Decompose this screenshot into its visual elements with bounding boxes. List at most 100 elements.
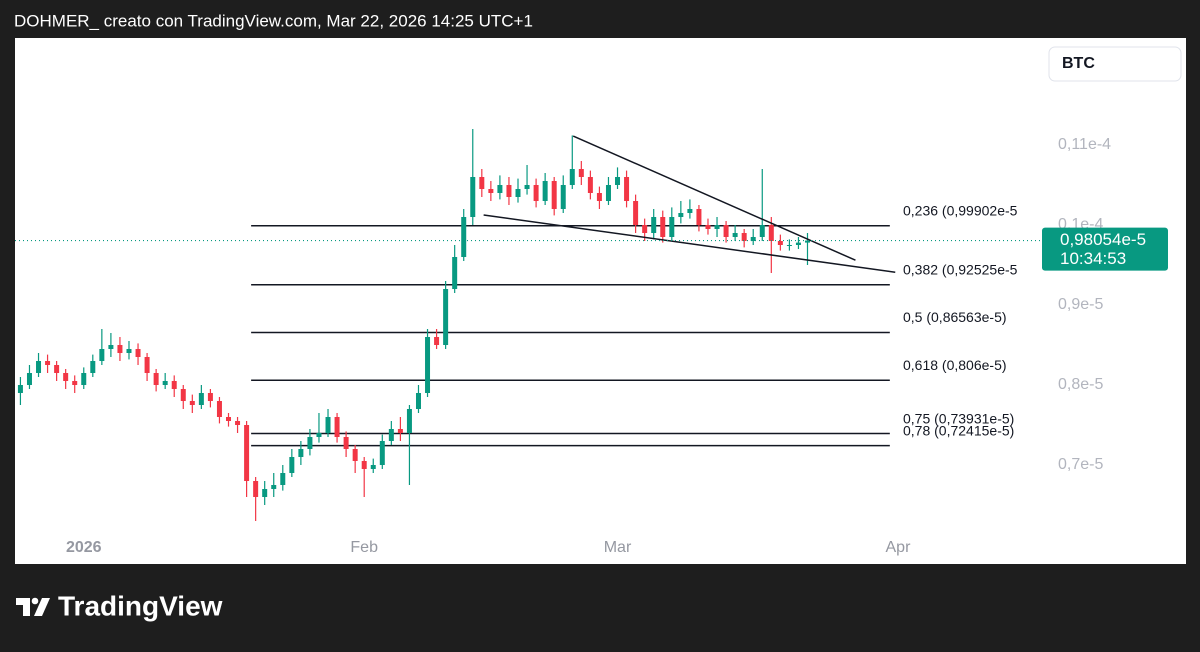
candle-body	[117, 345, 123, 353]
candle-body	[786, 245, 792, 246]
symbol: BTC	[1062, 55, 1095, 72]
candle-body	[542, 181, 548, 201]
price-countdown: 10:34:53	[1060, 249, 1126, 268]
candle-body	[81, 373, 87, 385]
candle-body	[461, 217, 467, 257]
candle-body	[334, 417, 340, 437]
candle-body	[343, 437, 349, 449]
candle-body	[669, 217, 675, 237]
candle-body	[741, 233, 747, 241]
fib-label: 0,236 (0,99902e-5	[903, 202, 1018, 218]
candle-body	[415, 393, 421, 409]
candle-body	[696, 209, 702, 225]
candle-body	[777, 241, 783, 245]
fib-label: 0,5 (0,86563e-5)	[903, 309, 1007, 325]
candle-body	[470, 177, 476, 217]
candle-body	[253, 481, 259, 497]
candle-body	[624, 177, 630, 201]
candle-body	[379, 441, 385, 465]
chart-panel	[15, 38, 1186, 564]
y-tick-label: 0,9e-5	[1058, 296, 1103, 313]
y-tick-label: 0,11e-4	[1058, 136, 1111, 153]
candle-body	[732, 233, 738, 237]
candle-body	[271, 485, 277, 489]
fib-label: 0,382 (0,92525e-5	[903, 262, 1018, 278]
candle-body	[714, 225, 720, 229]
candle-body	[515, 189, 521, 197]
candle-body	[578, 169, 584, 177]
candle-body	[171, 381, 177, 389]
brand: TradingView	[58, 590, 223, 621]
x-tick-label: Feb	[350, 539, 378, 556]
logo-mark	[16, 598, 30, 616]
candle-body	[144, 357, 150, 373]
candle-body	[235, 421, 241, 425]
candle-body	[759, 225, 765, 237]
candle-body	[153, 373, 159, 385]
candle-body	[434, 337, 440, 345]
candle-body	[723, 225, 729, 237]
candle-body	[26, 373, 32, 385]
candle-body	[108, 345, 114, 349]
candle-body	[651, 217, 657, 233]
candle-body	[397, 429, 403, 433]
candle-body	[497, 185, 503, 193]
candle-body	[533, 185, 539, 201]
candle-body	[325, 417, 331, 433]
candle-body	[687, 209, 693, 213]
candle-body	[452, 257, 458, 289]
price-tag	[1042, 227, 1168, 271]
candle-body	[506, 185, 512, 197]
candle-body	[795, 242, 801, 245]
candle-body	[425, 337, 431, 393]
candle-body	[135, 349, 141, 357]
candle-body	[406, 409, 412, 433]
candle-body	[560, 185, 566, 209]
candle-body	[804, 240, 810, 243]
candle-body	[216, 401, 222, 417]
candle-body	[488, 189, 494, 193]
candle-body	[244, 425, 250, 481]
candle-body	[207, 393, 213, 401]
candle-body	[605, 185, 611, 201]
candle-body	[280, 473, 286, 485]
candle-body	[768, 225, 774, 241]
candle-body	[678, 213, 684, 217]
candle-body	[370, 465, 376, 469]
trendline	[483, 214, 896, 273]
x-tick-label: 2026	[66, 539, 102, 556]
candle-body	[198, 393, 204, 405]
candle-body	[615, 177, 621, 185]
candle-body	[289, 457, 295, 473]
fib-label: 0,75 (0,73931e-5)	[903, 410, 1014, 426]
candle-body	[63, 373, 69, 381]
candle-body	[307, 437, 313, 449]
candle-body	[72, 381, 78, 385]
candle-body	[36, 361, 42, 373]
candle-body	[17, 385, 23, 393]
candle-body	[443, 289, 449, 345]
candle-body	[361, 461, 367, 469]
candle-body	[569, 169, 575, 185]
candle-body	[524, 185, 530, 189]
candles	[17, 129, 810, 521]
x-tick-label: Apr	[886, 539, 912, 556]
candle-body	[596, 193, 602, 201]
logo-dot	[31, 597, 39, 605]
candle-body	[226, 417, 232, 421]
candle-body	[551, 181, 557, 209]
candle-body	[298, 449, 304, 457]
candle-body	[316, 433, 322, 437]
candle-body	[705, 225, 711, 229]
logo	[16, 597, 50, 616]
candle-body	[479, 177, 485, 189]
candle-body	[642, 225, 648, 233]
candle-body	[750, 237, 756, 241]
candle-body	[45, 361, 51, 365]
trendline	[572, 135, 856, 261]
fib-label: 0,78 (0,72415e-5)	[903, 422, 1014, 438]
candle-body	[54, 365, 60, 373]
x-tick-label: Mar	[604, 539, 632, 556]
